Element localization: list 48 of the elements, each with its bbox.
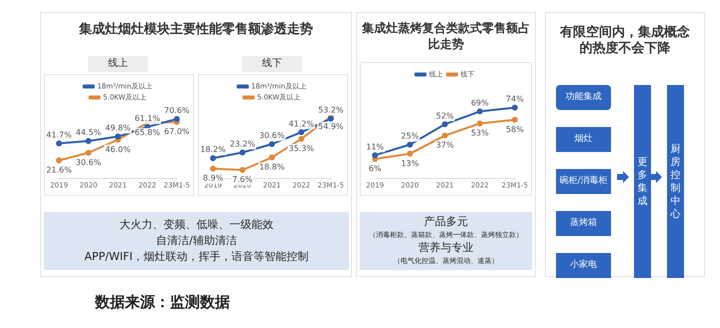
text: 蒸烤箱 [556,211,611,236]
chart-title: 集成灶蒸烤复合类款式零售额占比走势 [361,20,531,53]
data-label: 46.0% [105,144,132,154]
text: 自清洁/辅助清洁 [155,233,238,249]
data-label: 49.8% [105,124,132,133]
text: 厨房控制中心 [670,142,681,220]
data-label: 54.9% [318,122,344,131]
text: APP/WIFI，烟灶联动，挥手，语音等智能控制 [83,249,310,265]
data-label: 25% [401,132,420,141]
data-label: 53.2% [318,106,344,115]
data-label: 18.8% [259,162,286,172]
text: 营养与专业 [418,241,474,255]
data-label: 7.6% [232,175,254,184]
data-label: 41.7% [46,130,72,140]
chart-title: 集成灶烟灶模块主要性能零售额渗透走势 [78,20,314,39]
text: 有限空间内，集成概念的热度不会下降 [558,25,691,57]
data-label: 69% [470,98,490,108]
data-label: 6% [368,164,382,174]
text: 更多集成 [637,156,648,208]
data-label: 21.6% [46,165,72,174]
text: 大火力、变频、低噪、一级能效 [118,217,274,233]
data-label: 13% [401,158,420,168]
source-note: 数据来源：监测数据 [95,293,231,313]
data-label: 67.0% [164,127,190,136]
text: 功能集成 [556,85,611,110]
text: 碗柜/消毒柜 [556,169,611,194]
data-label: 61.1% [134,114,160,124]
data-label: 11% [366,142,384,152]
data-label: 70.6% [164,106,190,116]
chart-subtitle: 线上 [88,56,148,72]
text: 产品多元 [423,215,469,229]
data-label: 8.9% [202,174,224,183]
text: 烟灶 [556,127,611,152]
data-label: 74% [506,94,524,104]
data-label: 53% [470,128,490,138]
data-label: 18.2% [200,145,226,154]
data-label: 52% [436,111,454,120]
data-label: 23.2% [230,140,256,149]
data-label: 65.8% [134,128,160,138]
data-label: 44.5% [76,128,102,138]
chart-subtitle: 线下 [242,56,302,72]
data-label: 41.2% [288,119,314,128]
data-label: 37% [436,140,454,150]
data-label: 30.6% [76,158,102,167]
data-label: 35.3% [288,144,314,153]
data-label: 30.6% [259,131,286,140]
data-label: 58% [506,124,524,134]
text: 小家电 [556,253,611,278]
